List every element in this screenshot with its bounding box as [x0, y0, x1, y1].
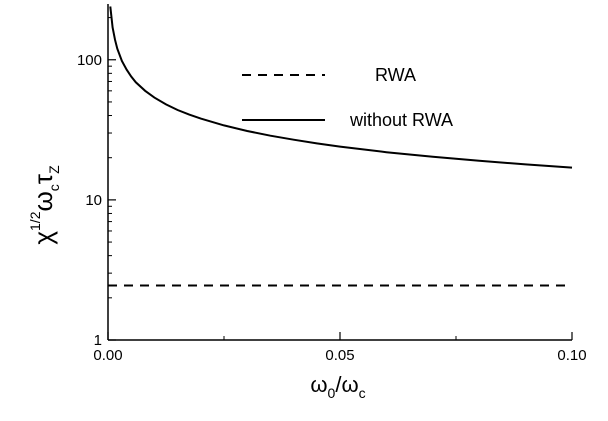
y-tick-label: 10 — [85, 192, 102, 209]
legend: RWA without RWA — [242, 65, 453, 130]
y-axis-label: χ1/2ωcτZ — [27, 165, 62, 245]
series-line-1 — [109, 6, 573, 169]
y-tick-label: 100 — [77, 52, 102, 69]
legend-label-1: without RWA — [349, 110, 453, 130]
series — [108, 6, 573, 287]
ticks: 1 10 100 0.00 0.05 0.10 — [77, 17, 587, 364]
axes — [107, 4, 572, 341]
legend-label-0: RWA — [375, 65, 416, 85]
x-tick-label: 0.05 — [325, 347, 354, 364]
x-tick-label: 0.10 — [557, 347, 586, 364]
axis-labels: ω0/ωc χ1/2ωcτZ — [27, 165, 366, 401]
y-tick-label: 1 — [94, 332, 102, 349]
x-axis-label: ω0/ωc — [310, 372, 365, 401]
x-tick-label: 0.00 — [93, 347, 122, 364]
